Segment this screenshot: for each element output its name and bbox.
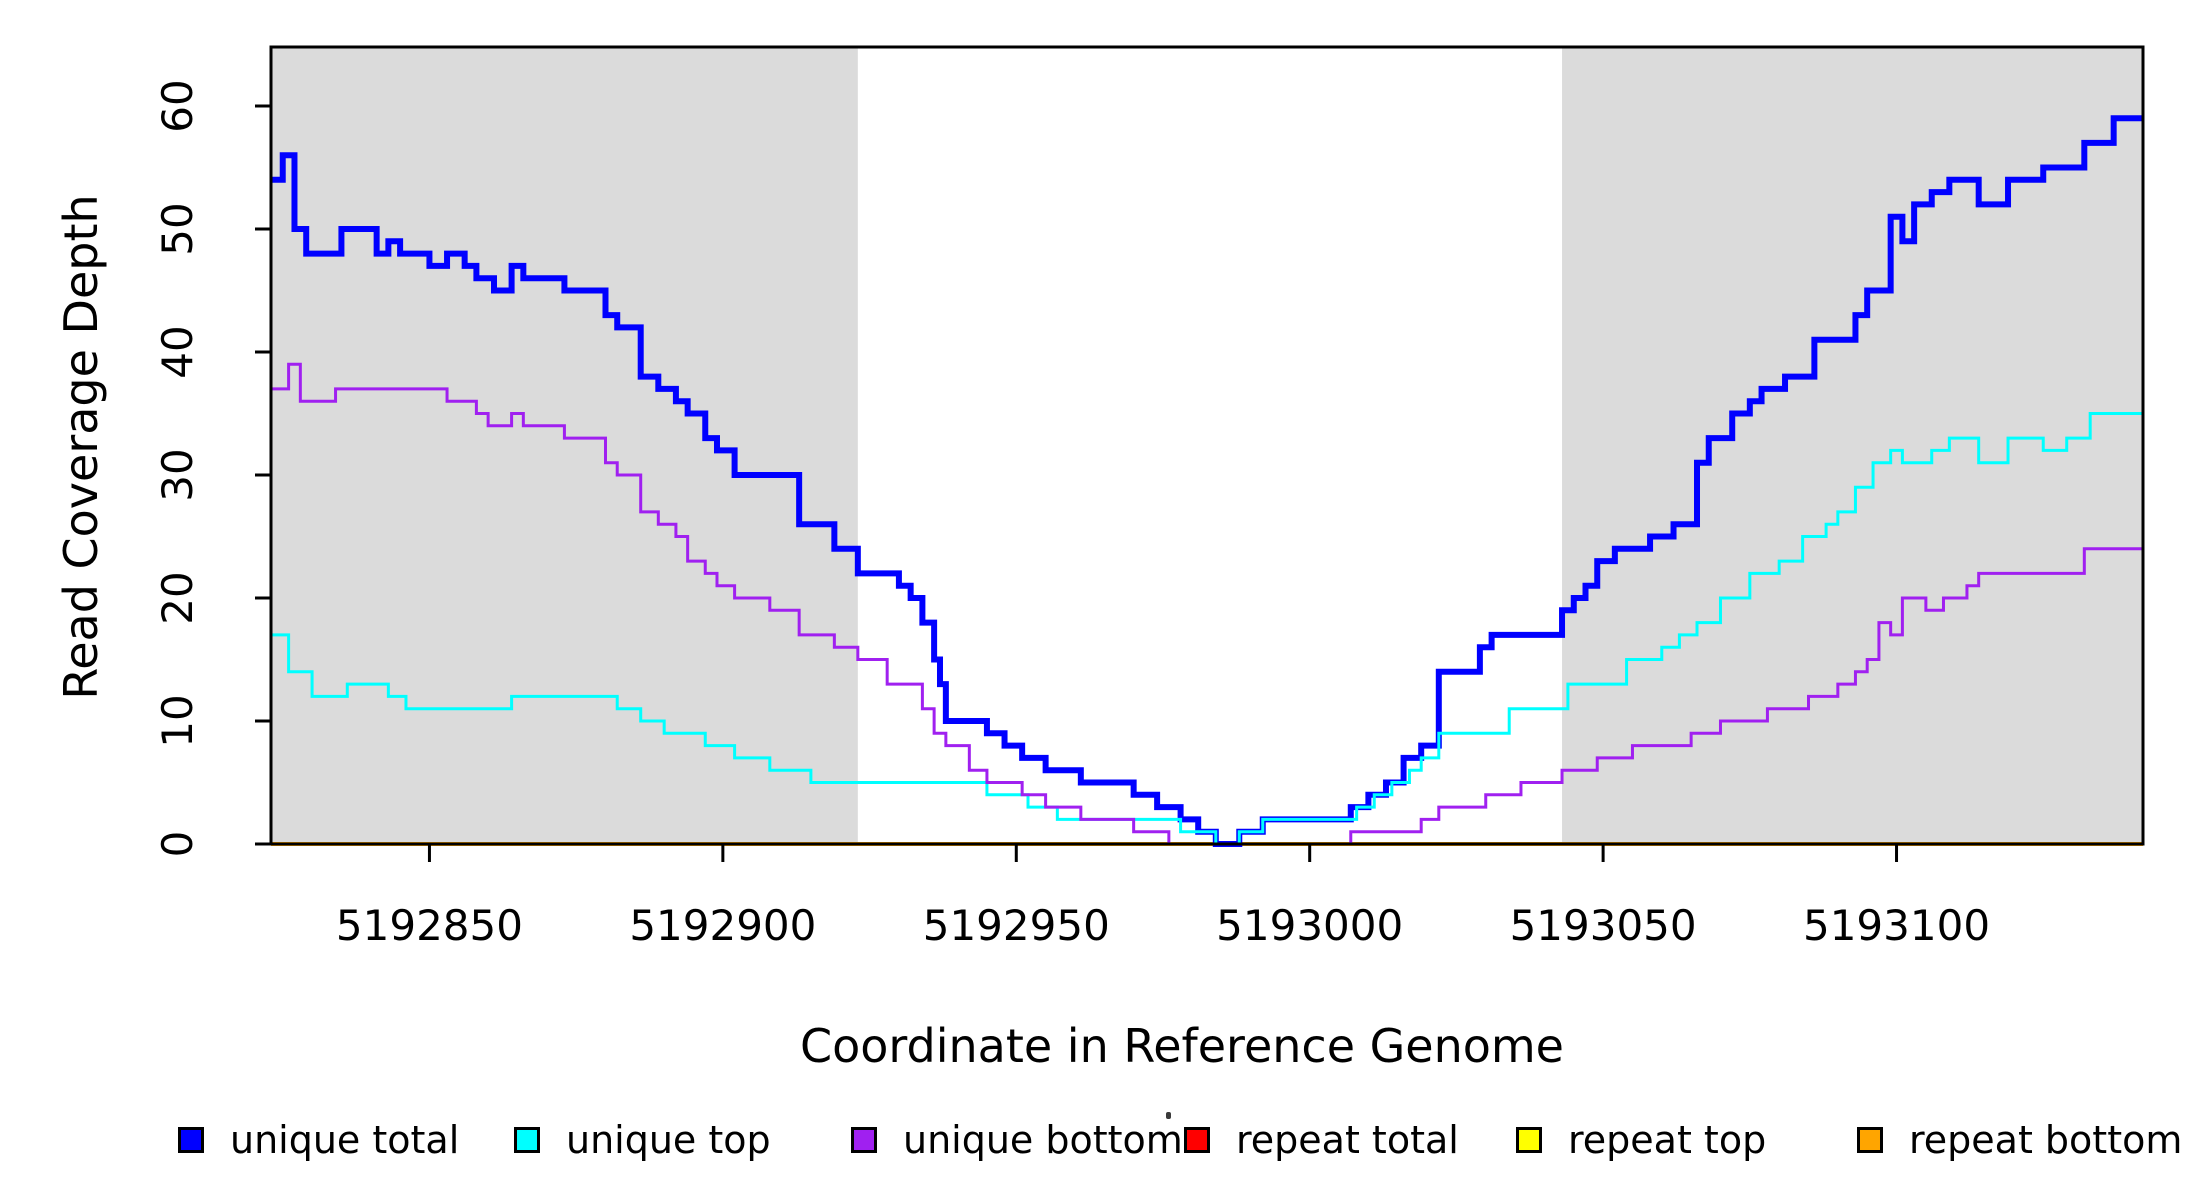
- y-tick-label: 10: [153, 694, 202, 747]
- legend-item-unique-bottom: unique bottom: [851, 1121, 1183, 1159]
- x-axis-title: Coordinate in Reference Genome: [800, 1019, 1564, 1073]
- legend-label: unique bottom: [903, 1118, 1183, 1162]
- legend-label: unique total: [230, 1118, 460, 1162]
- legend-item-unique-top: unique top: [514, 1121, 771, 1159]
- legend-item-unique-total: unique total: [178, 1121, 459, 1159]
- legend-swatch-unique-total: [178, 1127, 204, 1153]
- axis-tick-labels-layer: 5192850 5192900 5192950 5193000 5193050 51931…: [153, 79, 1990, 950]
- y-tick-label: 30: [153, 448, 202, 501]
- legend-item-repeat-top: repeat top: [1516, 1121, 1766, 1159]
- legend-swatch-repeat-top: [1516, 1127, 1542, 1153]
- x-tick-label: 5193000: [1216, 901, 1403, 950]
- series-line-unique-total: [271, 115, 2143, 847]
- stray-speck: [1166, 1112, 1171, 1119]
- x-tick-label: 5192850: [336, 901, 523, 950]
- x-tick-label: 5193100: [1803, 901, 1990, 950]
- plot-frame-layer: [269, 45, 2145, 846]
- x-tick-label: 5192900: [629, 901, 816, 950]
- y-tick-label: 50: [153, 202, 202, 255]
- legend-swatch-unique-bottom: [851, 1127, 877, 1153]
- plot-frame: [269, 45, 2145, 846]
- y-tick-label: 0: [153, 831, 202, 858]
- masked-regions-layer: [271, 47, 2143, 844]
- legend-label: unique top: [566, 1118, 771, 1162]
- y-axis-title: Read Coverage Depth: [54, 194, 108, 700]
- y-tick-label: 40: [153, 325, 202, 378]
- y-tick-label: 20: [153, 571, 202, 624]
- legend-item-repeat-bottom: repeat bottom: [1857, 1121, 2182, 1159]
- legend-label: repeat top: [1568, 1118, 1767, 1162]
- y-tick-label: 60: [153, 79, 202, 132]
- x-tick-label: 5193050: [1510, 901, 1697, 950]
- legend-label: repeat total: [1236, 1118, 1459, 1162]
- legend-swatch-repeat-bottom: [1857, 1127, 1883, 1153]
- legend-label: repeat bottom: [1909, 1118, 2183, 1162]
- legend-swatch-unique-top: [514, 1127, 540, 1153]
- series-line-unique-bottom: [271, 362, 2143, 846]
- series-line-unique-top: [271, 412, 2143, 846]
- legend-item-repeat-total: repeat total: [1184, 1121, 1459, 1159]
- x-tick-label: 5192950: [923, 901, 1110, 950]
- legend-swatch-repeat-total: [1184, 1127, 1210, 1153]
- left-masked-region: [271, 47, 858, 844]
- axis-ticks-layer: [255, 104, 1899, 862]
